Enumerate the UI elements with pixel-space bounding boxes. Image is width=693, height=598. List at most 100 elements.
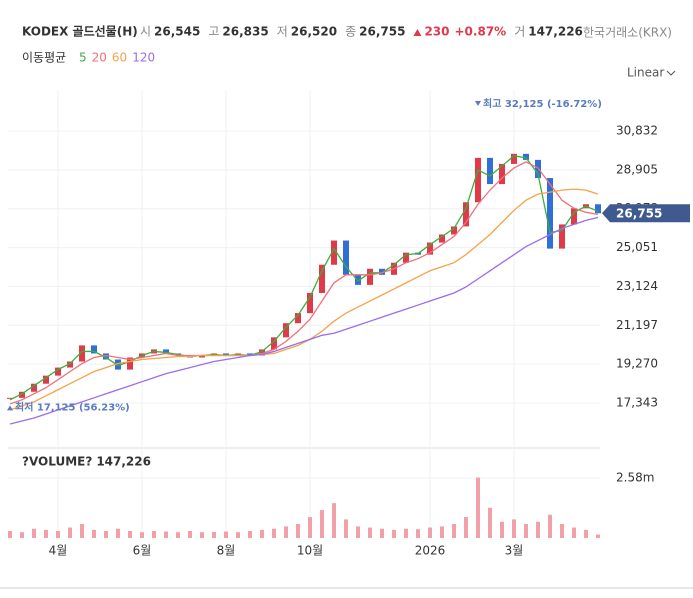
candle (271, 337, 277, 350)
candle (103, 353, 109, 360)
volume-bar (8, 531, 12, 538)
candle (451, 226, 457, 235)
candle (7, 397, 13, 399)
volume-bar (320, 510, 324, 538)
y-tick-label: 17,343 (616, 395, 658, 409)
ma-legend-item: 5 (79, 51, 87, 65)
volume-bar (80, 524, 84, 538)
candle (559, 224, 565, 249)
candle (295, 313, 301, 324)
volume-bar (176, 532, 180, 538)
candle (91, 345, 97, 354)
volume-bar (476, 477, 480, 538)
candle (463, 202, 469, 227)
candle (367, 268, 373, 285)
candle (331, 240, 337, 265)
quote-text: 147,226 (528, 25, 583, 39)
quote-text: 26,545 (154, 25, 200, 39)
volume-bar (440, 526, 444, 538)
volume-bar (200, 532, 204, 538)
volume-bar (248, 531, 252, 538)
candle (127, 357, 133, 370)
volume-bar (572, 527, 576, 538)
candle (319, 264, 325, 293)
y-tick-label: 2.58m (616, 471, 654, 485)
quote-text: +0.87% (455, 25, 507, 39)
quote-text: 26,755 (359, 25, 405, 39)
volume-bar (116, 528, 120, 538)
exchange: 한국거래소(KRX) (583, 26, 672, 40)
scale-mode[interactable]: Linear (627, 66, 664, 80)
volume-last: 147,226 (96, 455, 151, 469)
volume-bar (188, 531, 192, 538)
volume-bar (260, 529, 264, 538)
ma-line (9, 161, 599, 405)
candle (487, 157, 493, 185)
volume-bar (332, 503, 336, 538)
volume-bar (452, 524, 456, 538)
candle (259, 349, 265, 356)
y-tick-label: 21,197 (616, 318, 658, 332)
volume-bar (500, 521, 504, 538)
ma-label: 이동평균 (22, 51, 66, 65)
volume-bar (596, 534, 600, 538)
volume-bar (68, 527, 72, 538)
volume-bar (104, 531, 108, 538)
volume-bar (512, 519, 516, 538)
stock-name: KODEX 골드선물(H) (22, 24, 138, 39)
candle (223, 353, 229, 356)
price-tag (602, 204, 690, 223)
volume-bar (428, 527, 432, 538)
x-tick-label: 6월 (133, 544, 152, 558)
candle (79, 345, 85, 362)
volume-bar (152, 531, 156, 538)
volume-bar (524, 524, 528, 538)
annotation-arrow (7, 405, 13, 411)
candle (199, 355, 205, 358)
quote-text: 230 (424, 25, 449, 39)
y-tick-label: 25,051 (616, 240, 658, 254)
volume-bar (56, 531, 60, 538)
y-tick-label: 30,832 (616, 124, 658, 138)
quote-text: 거 (514, 25, 525, 39)
quote-text: 고 (208, 25, 219, 39)
price-tag-label: 26,755 (616, 207, 662, 221)
candle (343, 240, 349, 275)
quote-text: 종 (345, 25, 356, 39)
volume-bar (140, 532, 144, 538)
candle (511, 153, 517, 164)
volume-bar (584, 529, 588, 538)
volume-bar (284, 526, 288, 538)
volume-bar (212, 531, 216, 538)
volume-title: ?VOLUME? (22, 455, 92, 469)
volume-bar (236, 532, 240, 538)
ma-line (9, 188, 599, 411)
candle (499, 163, 505, 185)
volume-bar (92, 529, 96, 538)
y-tick-label: 28,905 (616, 162, 658, 176)
volume-bar (392, 529, 396, 538)
volume-bar (128, 531, 132, 538)
candle (547, 178, 553, 249)
candle (163, 349, 169, 354)
candle (247, 353, 253, 356)
candle (55, 367, 61, 376)
y-tick-label: 19,270 (616, 357, 658, 371)
x-tick-label: 4월 (49, 544, 68, 558)
quote-text: 시 (140, 25, 151, 39)
dropdown-icon[interactable] (666, 70, 676, 76)
quote-text: 저 (277, 25, 288, 39)
annotation: 최저 17,125 (56.23%) (15, 400, 130, 413)
volume-bar (224, 531, 228, 538)
x-tick-label: 8월 (217, 544, 236, 558)
candle (307, 292, 313, 314)
volume-bar (344, 519, 348, 538)
candle (379, 268, 385, 275)
volume-bar (296, 524, 300, 538)
candle (523, 153, 529, 160)
candle (355, 274, 361, 285)
x-tick-label: 2026 (415, 544, 446, 558)
quote-text: 26,520 (291, 25, 337, 39)
volume-bar (164, 531, 168, 538)
